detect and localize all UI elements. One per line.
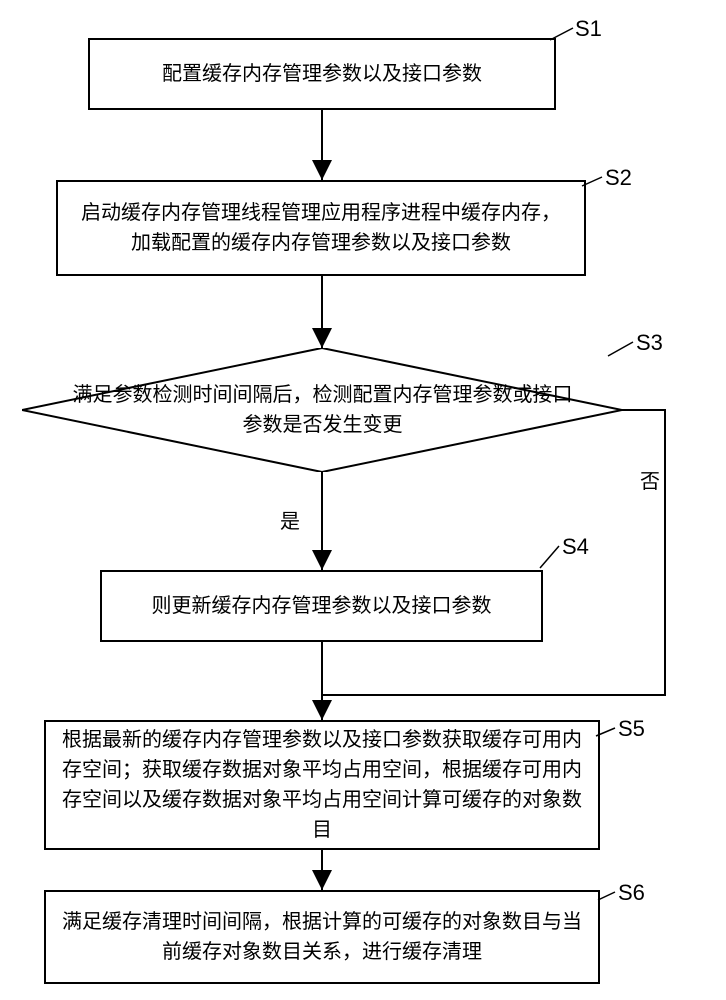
- node-s5-text: 根据最新的缓存内存管理参数以及接口参数获取缓存可用内存空间；获取缓存数据对象平均…: [60, 725, 584, 845]
- tag-s6: S6: [618, 880, 645, 906]
- node-s2-text: 启动缓存内存管理线程管理应用程序进程中缓存内存，加载配置的缓存内存管理参数以及接…: [72, 198, 570, 258]
- tag-s5: S5: [618, 716, 645, 742]
- node-s5: 根据最新的缓存内存管理参数以及接口参数获取缓存可用内存空间；获取缓存数据对象平均…: [44, 720, 600, 850]
- branch-no: 否: [640, 465, 660, 494]
- tag-s1: S1: [575, 16, 602, 42]
- node-s6: 满足缓存清理时间间隔，根据计算的可缓存的对象数目与当前缓存对象数目关系，进行缓存…: [44, 890, 600, 984]
- tag-s2: S2: [605, 165, 632, 191]
- edge-tag-s4: [540, 546, 559, 568]
- node-s2: 启动缓存内存管理线程管理应用程序进程中缓存内存，加载配置的缓存内存管理参数以及接…: [56, 180, 586, 276]
- edge-tag-s6: [598, 892, 615, 900]
- branch-yes: 是: [280, 505, 300, 534]
- node-s4: 则更新缓存内存管理参数以及接口参数: [100, 570, 543, 642]
- tag-s4: S4: [562, 534, 589, 560]
- connectors: [0, 0, 726, 1000]
- node-s4-text: 则更新缓存内存管理参数以及接口参数: [152, 591, 492, 621]
- node-s1-text: 配置缓存内存管理参数以及接口参数: [162, 59, 482, 89]
- node-s6-text: 满足缓存清理时间间隔，根据计算的可缓存的对象数目与当前缓存对象数目关系，进行缓存…: [60, 907, 584, 967]
- node-s1: 配置缓存内存管理参数以及接口参数: [88, 38, 556, 110]
- node-s3-text: 满足参数检测时间间隔后，检测配置内存管理参数或接口参数是否发生变更: [70, 380, 575, 440]
- flowchart-canvas: 配置缓存内存管理参数以及接口参数 S1 启动缓存内存管理线程管理应用程序进程中缓…: [0, 0, 726, 1000]
- tag-s3: S3: [636, 330, 663, 356]
